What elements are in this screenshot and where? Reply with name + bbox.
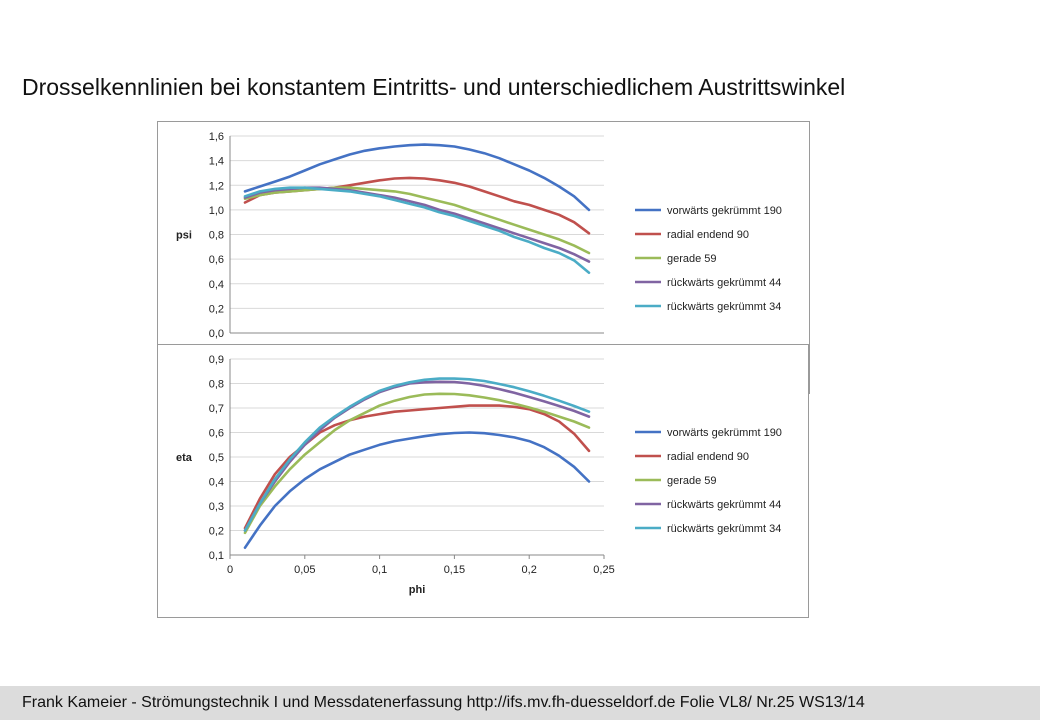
eta-ytick-label: 0,7 <box>209 403 224 415</box>
eta-series-line-1 <box>243 431 591 549</box>
psi-ytick-label: 1,2 <box>209 180 224 192</box>
eta-series-line-4 <box>243 380 591 532</box>
footer-text: Frank Kameier - Strömungstechnik I und M… <box>22 694 865 711</box>
eta-xtick-label: 0,25 <box>593 564 614 576</box>
psi-legend-label-1: vorwärts gekrümmt 190 <box>667 205 782 217</box>
psi-ytick-label: 1,6 <box>209 131 224 143</box>
eta-xtick-label: 0,05 <box>294 564 315 576</box>
chart-eta: 0,1 0,2 0,3 0,4 0,5 0,6 0,7 0,8 0,9 0 0,05 0,1 0,15 0… <box>157 344 809 618</box>
psi-y-axis-label: psi <box>176 230 192 242</box>
footer-bar: Frank Kameier - Strömungstechnik I und M… <box>0 686 1040 720</box>
psi-legend-label-3: gerade 59 <box>667 253 717 265</box>
eta-y-axis-label: eta <box>176 452 193 464</box>
chart-eta-svg: 0,1 0,2 0,3 0,4 0,5 0,6 0,7 0,8 0,9 0 0,05 0,1 0,15 0… <box>176 354 782 596</box>
psi-ytick-label: 1,0 <box>209 205 224 217</box>
eta-xtick-label: 0 <box>227 564 233 576</box>
psi-ytick-label: 0,8 <box>209 230 224 242</box>
eta-ytick-label: 0,8 <box>209 379 224 391</box>
eta-legend-label-1: vorwärts gekrümmt 190 <box>667 427 782 439</box>
psi-series-line-5 <box>243 186 591 274</box>
psi-series-line-1 <box>243 143 591 212</box>
eta-xtick-label: 0,1 <box>372 564 387 576</box>
psi-ytick-label: 0,0 <box>209 328 224 340</box>
eta-series-line-2 <box>243 404 591 530</box>
eta-ytick-label: 0,2 <box>209 526 224 538</box>
psi-series-line-4 <box>243 186 591 263</box>
eta-ytick-label: 0,6 <box>209 428 224 440</box>
eta-ytick-label: 0,5 <box>209 452 224 464</box>
eta-ytick-label: 0,3 <box>209 501 224 513</box>
psi-series-line-3 <box>243 186 591 255</box>
eta-ytick-label: 0,9 <box>209 354 224 366</box>
psi-ytick-label: 0,6 <box>209 254 224 266</box>
psi-ytick-label: 0,2 <box>209 303 224 315</box>
psi-ytick-label: 0,4 <box>209 279 224 291</box>
psi-legend-label-5: rückwärts gekrümmt 34 <box>667 301 781 313</box>
psi-ytick-label: 1,4 <box>209 156 224 168</box>
psi-legend-label-2: radial endend 90 <box>667 229 749 241</box>
eta-legend-label-2: radial endend 90 <box>667 451 749 463</box>
psi-legend-label-4: rückwärts gekrümmt 44 <box>667 277 781 289</box>
eta-legend-label-4: rückwärts gekrümmt 44 <box>667 499 781 511</box>
eta-x-axis-label: phi <box>409 584 426 596</box>
eta-series-line-3 <box>243 392 591 535</box>
eta-ytick-label: 0,4 <box>209 477 224 489</box>
eta-xtick-label: 0,2 <box>522 564 537 576</box>
eta-legend-label-3: gerade 59 <box>667 475 717 487</box>
eta-legend-label-5: rückwärts gekrümmt 34 <box>667 523 781 535</box>
slide-title: Drosselkennlinien bei konstantem Eintrit… <box>22 74 846 100</box>
eta-xtick-label: 0,15 <box>444 564 465 576</box>
eta-series-line-5 <box>243 377 591 532</box>
eta-ytick-label: 0,1 <box>209 550 224 562</box>
chart-psi-svg: 0,0 0,2 0,4 0,6 0,8 1,0 1,2 1,4 1,6 psi vorwärts g… <box>176 131 782 340</box>
